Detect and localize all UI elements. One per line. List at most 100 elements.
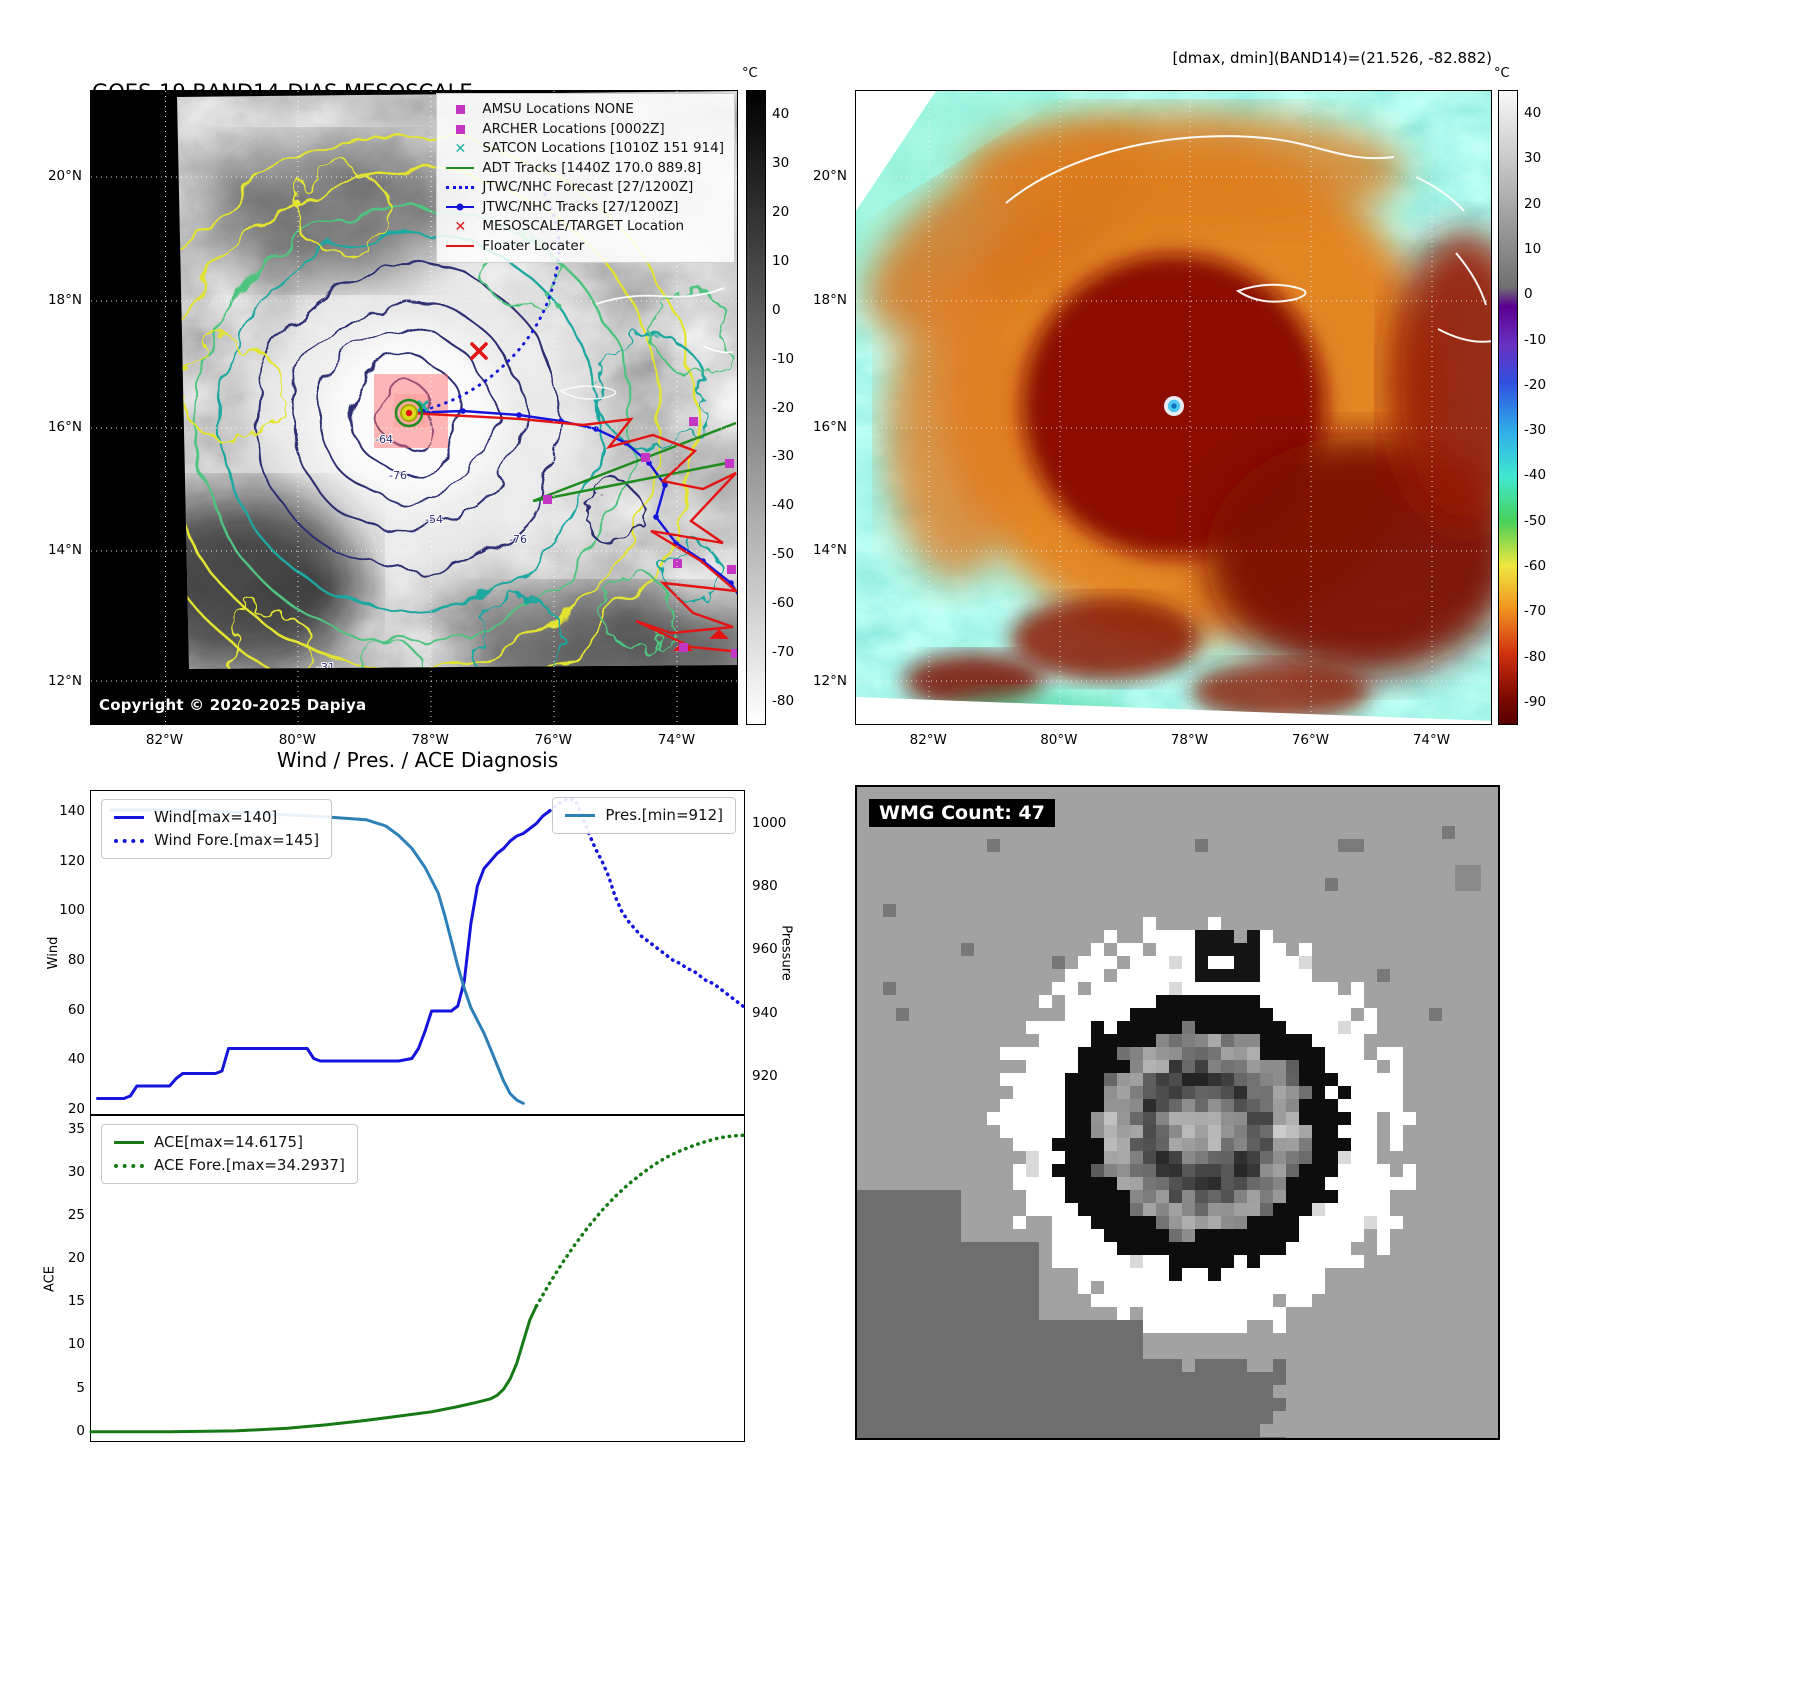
tick-label: 40	[772, 106, 790, 123]
wind-legend: Wind[max=140] Wind Fore.[max=145]	[101, 799, 333, 859]
legend-label: AMSU Locations NONE	[482, 101, 634, 117]
tick-label: 78°W	[1170, 732, 1209, 748]
legend-item-adt: ADT Tracks [1440Z 170.0 889.8]	[445, 159, 724, 179]
satcon-x-icon: ✕	[454, 140, 467, 157]
tick-label: -60	[1524, 558, 1547, 575]
target-x-icon	[470, 342, 488, 360]
tick-label: 980	[752, 877, 778, 894]
tick-label: -80	[772, 692, 795, 709]
data-edge-wedge-bottom	[856, 697, 1491, 724]
ace-fore-swatch	[114, 1163, 144, 1168]
legend-label: Pres.[min=912]	[605, 806, 723, 824]
tick-label: -10	[772, 350, 795, 367]
tick-label: 20°N	[47, 167, 82, 184]
tick-label: 25	[67, 1207, 85, 1224]
tick-label: -70	[772, 643, 795, 660]
ace-legend: ACE[max=14.6175] ACE Fore.[max=34.2937]	[101, 1124, 358, 1184]
legend-item-floater: Floater Locater	[445, 237, 724, 257]
tick-label: 30	[772, 155, 790, 172]
tick-label: -40	[1524, 467, 1547, 484]
tick-label: 80°W	[278, 732, 316, 748]
floater-line-icon	[445, 239, 475, 254]
tick-label: -30	[1524, 422, 1547, 439]
tick-label: 20	[67, 1101, 85, 1118]
legend-label: Wind Fore.[max=145]	[154, 831, 320, 849]
tick-label: 76°W	[1291, 732, 1330, 748]
tick-label: -50	[1524, 513, 1547, 530]
tick-label: 0	[76, 1422, 85, 1439]
tick-label: 10	[67, 1336, 85, 1353]
map-legend: AMSU Locations NONE ARCHER Locations [00…	[436, 93, 735, 263]
tick-label: 14°N	[812, 542, 847, 559]
tick-label: -20	[1524, 376, 1547, 393]
band14-color-satellite-image	[856, 91, 1491, 724]
tick-label: 82°W	[909, 732, 947, 748]
left-colorbar-unit: °C	[742, 66, 758, 81]
tick-label: 0	[1524, 285, 1533, 302]
diagnosis-title: Wind / Pres. / ACE Diagnosis	[276, 748, 559, 772]
wind-yticks: 20 40 60 80 100 120 140	[45, 791, 85, 1118]
tick-label: 80°W	[1040, 732, 1078, 748]
tick-label: -60	[772, 595, 795, 612]
tick-label: 120	[59, 852, 85, 869]
pressure-legend: Pres.[min=912]	[552, 797, 736, 834]
tick-label: 960	[752, 941, 778, 958]
storm-center-marker	[394, 398, 424, 428]
tick-label: -70	[1524, 603, 1547, 620]
right-colorbar-unit: °C	[1494, 66, 1510, 81]
tick-label: 12°N	[47, 672, 82, 689]
svg-text:-76: -76	[509, 533, 527, 546]
track-line-dot-icon	[445, 200, 475, 215]
tick-label: 40	[1524, 104, 1542, 121]
tick-label: -90	[1524, 694, 1547, 711]
wind-pressure-chart: 20 40 60 80 100 120 140 920 940 960 980 1000 Wind …	[46, 790, 794, 1117]
tick-label: 0	[772, 301, 781, 318]
svg-text:-76: -76	[389, 469, 407, 482]
tick-label: -50	[772, 546, 795, 563]
tick-label: 20	[1524, 195, 1542, 212]
tick-label: 5	[76, 1379, 85, 1396]
left-map-yticks: 20°N 18°N 16°N 14°N 12°N	[26, 90, 82, 725]
wmg-count-label: WMG Count: 47	[869, 799, 1055, 827]
right-map-xticks: 82°W 80°W 78°W 76°W 74°W	[855, 730, 1492, 750]
tick-label: 40	[67, 1051, 85, 1068]
legend-item-jtwc-track: JTWC/NHC Tracks [27/1200Z]	[445, 198, 724, 218]
legend-item-target: ✕ MESOSCALE/TARGET Location	[445, 217, 724, 237]
tick-label: 16°N	[812, 418, 847, 435]
tick-label: 12°N	[812, 672, 847, 689]
legend-item-archer: ARCHER Locations [0002Z]	[445, 120, 724, 140]
left-colorbar	[746, 90, 766, 725]
tick-label: 20	[772, 203, 790, 220]
goes-band14-map-panel: -64 -76 -54 -76 -31 AMSU Locations NONE	[90, 90, 738, 725]
tick-label: 76°W	[534, 732, 572, 748]
tick-label: 30	[1524, 149, 1542, 166]
legend-label: Floater Locater	[482, 237, 585, 254]
archer-square-icon	[445, 122, 475, 137]
tick-label: 20°N	[812, 167, 847, 184]
forecast-dotted-line-icon	[445, 180, 475, 195]
svg-text:-64: -64	[375, 433, 393, 446]
tick-label: -20	[772, 399, 795, 416]
legend-label: SATCON Locations [1010Z 151 914]	[482, 140, 724, 156]
tick-label: 140	[59, 802, 85, 819]
tick-label: -10	[1524, 331, 1547, 348]
wmg-panel: WMG Count: 47	[855, 785, 1500, 1440]
target-x-icon: ✕	[454, 218, 467, 235]
ace-axis-label: ACE	[42, 1265, 58, 1292]
legend-label: Wind[max=140]	[154, 808, 278, 826]
coastline	[559, 287, 734, 400]
legend-label: ARCHER Locations [0002Z]	[482, 120, 665, 137]
legend-label: ACE[max=14.6175]	[154, 1133, 303, 1151]
tick-label: 30	[67, 1164, 85, 1181]
ace-line-swatch	[114, 1141, 144, 1144]
coastline	[1005, 135, 1491, 343]
legend-label: ADT Tracks [1440Z 170.0 889.8]	[482, 159, 702, 176]
tick-label: 920	[752, 1068, 778, 1084]
tick-label: 80	[67, 951, 85, 968]
tick-label: 10	[772, 252, 790, 269]
legend-item-amsu: AMSU Locations NONE	[445, 100, 724, 120]
right-colorbar	[1498, 90, 1518, 725]
tick-label: 78°W	[411, 732, 449, 748]
pressure-yticks: 920 940 960 980 1000	[752, 791, 796, 1114]
tick-label: -80	[1524, 649, 1547, 666]
